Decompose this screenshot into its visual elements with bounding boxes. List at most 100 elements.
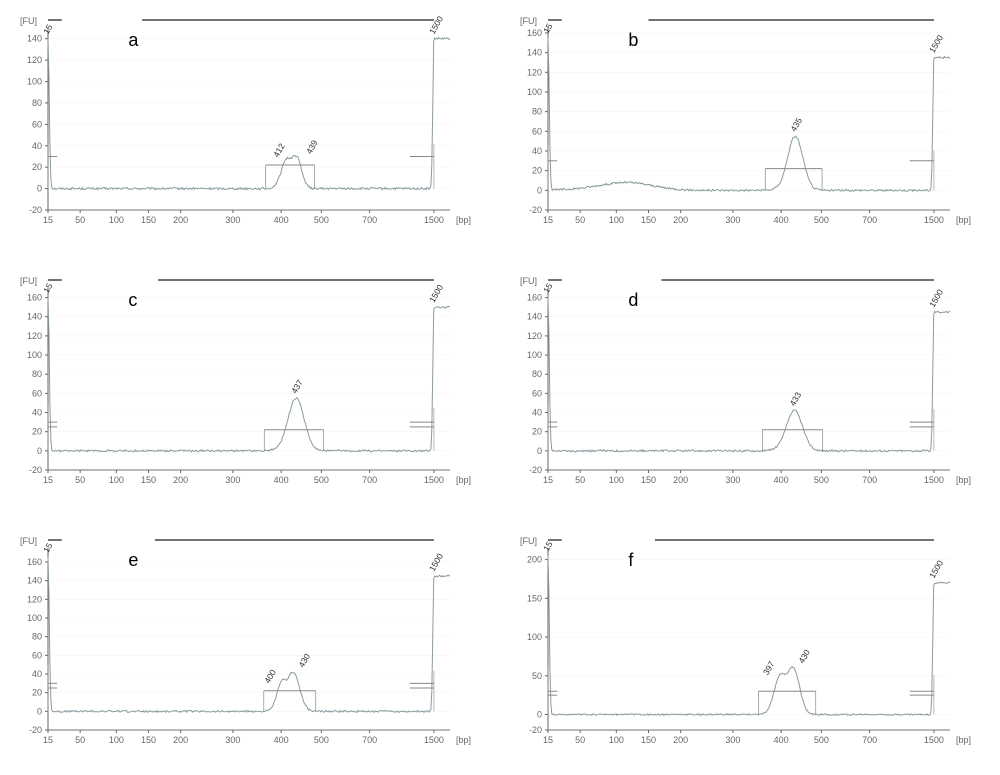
svg-text:400: 400 <box>774 215 789 225</box>
svg-text:700: 700 <box>362 475 377 485</box>
svg-text:[bp]: [bp] <box>956 215 971 225</box>
svg-text:100: 100 <box>527 87 542 97</box>
svg-text:150: 150 <box>527 593 542 603</box>
svg-text:15: 15 <box>43 735 53 745</box>
svg-text:500: 500 <box>814 475 829 485</box>
svg-text:60: 60 <box>532 126 542 136</box>
svg-text:20: 20 <box>32 162 42 172</box>
svg-text:60: 60 <box>32 650 42 660</box>
svg-text:40: 40 <box>32 669 42 679</box>
svg-text:700: 700 <box>862 215 877 225</box>
svg-text:[FU]: [FU] <box>20 536 37 546</box>
svg-text:120: 120 <box>527 331 542 341</box>
svg-text:-20: -20 <box>529 205 542 215</box>
svg-text:700: 700 <box>862 735 877 745</box>
svg-text:120: 120 <box>27 331 42 341</box>
panel-f: -20050100150200[FU]155010015020030040050… <box>510 530 980 760</box>
svg-text:1500: 1500 <box>924 215 944 225</box>
svg-text:40: 40 <box>32 408 42 418</box>
svg-text:[FU]: [FU] <box>520 536 537 546</box>
svg-text:40: 40 <box>532 408 542 418</box>
svg-text:100: 100 <box>27 77 42 87</box>
svg-text:300: 300 <box>225 215 240 225</box>
svg-text:150: 150 <box>141 735 156 745</box>
svg-text:400: 400 <box>274 735 289 745</box>
svg-text:400: 400 <box>774 735 789 745</box>
svg-text:-20: -20 <box>29 205 42 215</box>
svg-text:120: 120 <box>27 55 42 65</box>
svg-text:500: 500 <box>814 215 829 225</box>
svg-text:140: 140 <box>527 48 542 58</box>
svg-text:120: 120 <box>27 594 42 604</box>
svg-text:200: 200 <box>173 215 188 225</box>
svg-text:0: 0 <box>37 184 42 194</box>
svg-text:100: 100 <box>109 735 124 745</box>
svg-text:50: 50 <box>532 671 542 681</box>
svg-text:[bp]: [bp] <box>456 475 471 485</box>
svg-text:[bp]: [bp] <box>956 735 971 745</box>
svg-text:150: 150 <box>641 735 656 745</box>
svg-text:300: 300 <box>725 735 740 745</box>
svg-text:700: 700 <box>362 215 377 225</box>
svg-text:0: 0 <box>37 706 42 716</box>
svg-text:80: 80 <box>532 107 542 117</box>
svg-text:300: 300 <box>725 475 740 485</box>
svg-text:[FU]: [FU] <box>520 276 537 286</box>
svg-text:150: 150 <box>141 215 156 225</box>
svg-text:100: 100 <box>27 613 42 623</box>
svg-text:160: 160 <box>27 557 42 567</box>
panel-a: -20020406080100120140[FU]155010015020030… <box>10 10 480 240</box>
svg-text:[FU]: [FU] <box>520 16 537 26</box>
svg-text:300: 300 <box>225 475 240 485</box>
svg-text:200: 200 <box>173 475 188 485</box>
panel-b: -20020406080100120140160[FU]155010015020… <box>510 10 980 240</box>
svg-text:500: 500 <box>314 735 329 745</box>
svg-text:140: 140 <box>27 576 42 586</box>
svg-text:160: 160 <box>527 293 542 303</box>
panel-d: -20020406080100120140160[FU]155010015020… <box>510 270 980 500</box>
svg-text:15: 15 <box>43 215 53 225</box>
svg-text:[bp]: [bp] <box>956 475 971 485</box>
svg-text:15: 15 <box>543 215 553 225</box>
svg-text:150: 150 <box>641 475 656 485</box>
svg-text:1500: 1500 <box>424 475 444 485</box>
svg-text:500: 500 <box>314 215 329 225</box>
svg-text:500: 500 <box>314 475 329 485</box>
svg-text:400: 400 <box>774 475 789 485</box>
svg-text:1500: 1500 <box>424 215 444 225</box>
svg-text:-20: -20 <box>29 725 42 735</box>
svg-text:140: 140 <box>27 312 42 322</box>
svg-text:160: 160 <box>527 28 542 38</box>
svg-text:0: 0 <box>37 446 42 456</box>
svg-text:50: 50 <box>575 735 585 745</box>
svg-text:60: 60 <box>32 119 42 129</box>
svg-text:1500: 1500 <box>924 735 944 745</box>
svg-text:-20: -20 <box>29 465 42 475</box>
svg-text:140: 140 <box>527 312 542 322</box>
svg-text:100: 100 <box>609 735 624 745</box>
svg-text:40: 40 <box>532 146 542 156</box>
svg-text:0: 0 <box>537 185 542 195</box>
svg-text:50: 50 <box>575 475 585 485</box>
svg-text:160: 160 <box>27 293 42 303</box>
svg-text:500: 500 <box>814 735 829 745</box>
svg-text:15: 15 <box>543 735 553 745</box>
svg-text:100: 100 <box>527 632 542 642</box>
svg-text:100: 100 <box>527 350 542 360</box>
svg-text:200: 200 <box>173 735 188 745</box>
svg-text:100: 100 <box>27 350 42 360</box>
svg-text:120: 120 <box>527 67 542 77</box>
svg-text:60: 60 <box>532 388 542 398</box>
svg-text:20: 20 <box>532 166 542 176</box>
svg-text:60: 60 <box>32 388 42 398</box>
svg-text:[FU]: [FU] <box>20 276 37 286</box>
svg-text:150: 150 <box>641 215 656 225</box>
svg-text:c: c <box>128 290 137 310</box>
svg-text:200: 200 <box>673 735 688 745</box>
svg-text:80: 80 <box>32 632 42 642</box>
svg-text:20: 20 <box>32 688 42 698</box>
svg-text:1500: 1500 <box>924 475 944 485</box>
svg-text:100: 100 <box>609 215 624 225</box>
svg-text:150: 150 <box>141 475 156 485</box>
svg-text:[bp]: [bp] <box>456 735 471 745</box>
